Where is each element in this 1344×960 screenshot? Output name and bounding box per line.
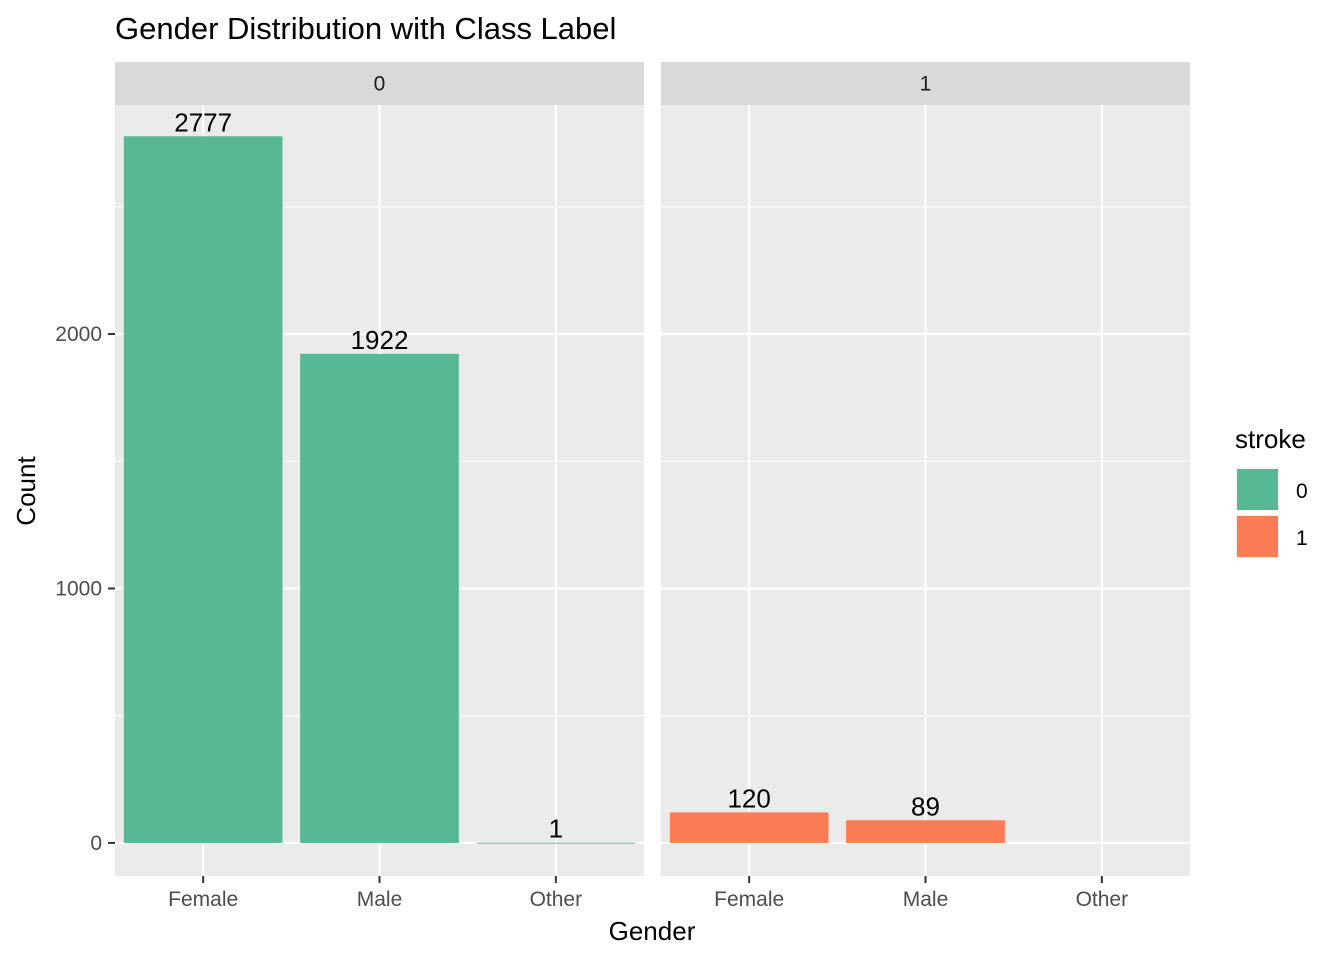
bar-1-male — [846, 820, 1005, 843]
legend-key-0 — [1237, 469, 1278, 510]
y-axis-title: Count — [11, 456, 41, 526]
facet-panel-1: 1 120 89 Female Male Other — [661, 62, 1190, 911]
bar-0-other — [476, 842, 636, 844]
facet-strip-label: 0 — [374, 73, 386, 96]
y-tick-label: 2000 — [55, 323, 102, 346]
bar-0-female — [123, 136, 283, 843]
x-axis-title: Gender — [609, 916, 696, 946]
x-tick-label: Male — [903, 888, 949, 911]
facet-strip — [661, 62, 1190, 105]
legend-title: stroke — [1235, 424, 1306, 454]
y-tick-label: 1000 — [55, 577, 102, 600]
legend: stroke 0 1 — [1235, 424, 1308, 558]
facet-panel-0: 0 2777 1922 1 Female Male Other — [115, 62, 644, 911]
data-label: 2777 — [174, 107, 232, 137]
bar-0-male — [300, 353, 459, 843]
legend-key-1 — [1237, 516, 1278, 557]
data-label: 1922 — [351, 325, 409, 355]
y-tick-label: 0 — [90, 832, 102, 855]
x-tick-label: Male — [357, 888, 403, 911]
facet-strip — [115, 62, 644, 105]
bar-1-female — [669, 812, 829, 843]
facet-panels: 0 2777 1922 1 Female Male Other 1 120 89 Female Mal… — [55, 62, 1190, 911]
x-tick-label: Other — [1076, 888, 1129, 911]
facet-strip-label: 1 — [920, 73, 932, 96]
y-axis: 0 1000 2000 — [55, 323, 115, 855]
legend-label-0: 0 — [1296, 480, 1308, 503]
x-tick-label: Female — [714, 888, 784, 911]
chart-title: Gender Distribution with Class Label — [115, 11, 616, 46]
data-label: 1 — [549, 814, 563, 844]
x-tick-label: Female — [168, 888, 238, 911]
legend-label-1: 1 — [1296, 527, 1308, 550]
data-label: 120 — [727, 783, 770, 813]
data-label: 89 — [911, 791, 940, 821]
x-tick-label: Other — [530, 888, 583, 911]
